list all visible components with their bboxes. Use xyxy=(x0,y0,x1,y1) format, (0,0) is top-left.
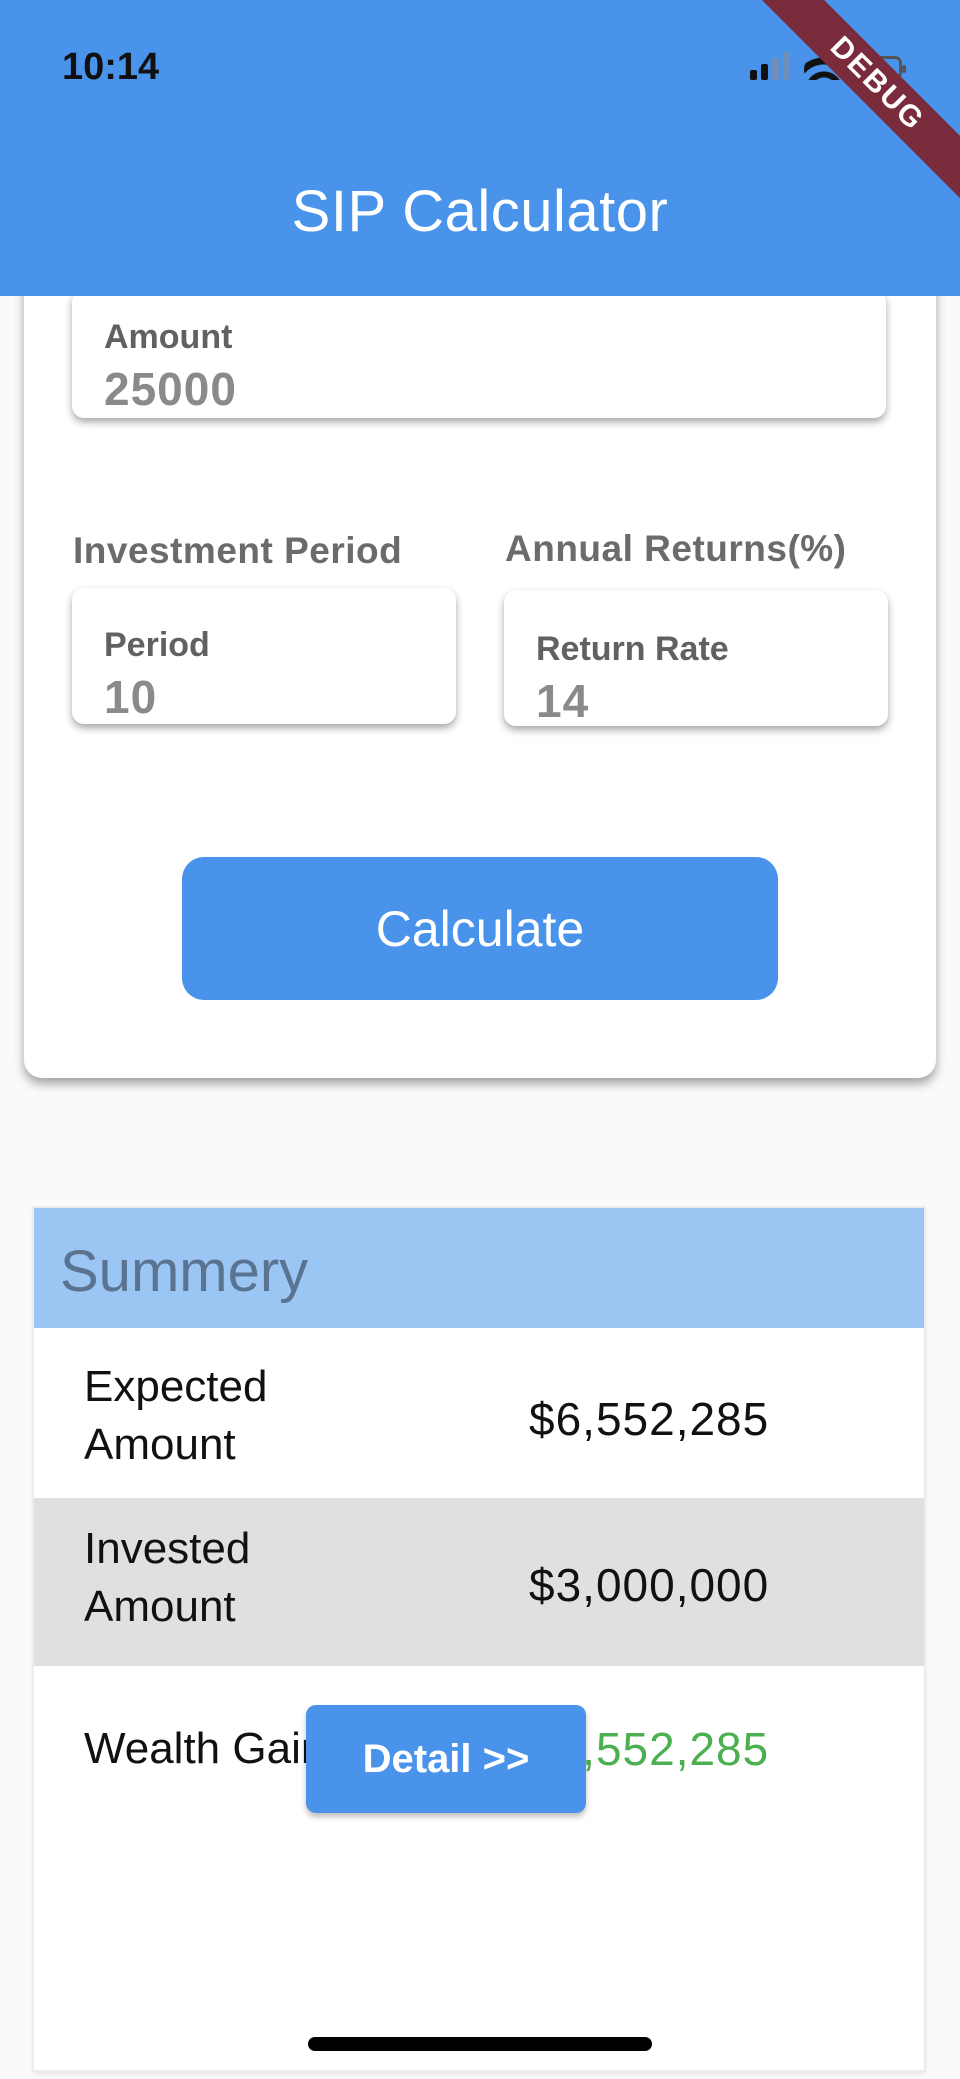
period-value: 10 xyxy=(104,671,158,723)
return-rate-value: 14 xyxy=(536,675,590,727)
amount-field[interactable]: Amount 25000 xyxy=(72,290,886,418)
row-label-line: Amount xyxy=(84,1420,236,1469)
summary-row-expected: Expected Amount $6,552,285 xyxy=(34,1330,924,1498)
row-label-line: Amount xyxy=(84,1582,236,1631)
row-label: Invested Amount xyxy=(84,1520,250,1636)
app-bar: 10:14 SIP Calculator xyxy=(0,0,960,296)
signal-icon xyxy=(750,52,790,80)
home-indicator xyxy=(308,2037,652,2051)
amount-value: 25000 xyxy=(104,363,237,415)
amount-label: Amount xyxy=(104,318,233,356)
row-label-line: Wealth Gain xyxy=(84,1724,326,1773)
summary-card: Summery Expected Amount $6,552,285 Inves… xyxy=(34,1208,924,2070)
invested-amount-value: $3,000,000 xyxy=(529,1559,770,1611)
row-label-line: Invested xyxy=(84,1524,251,1573)
investment-period-label: Investment Period xyxy=(73,530,403,571)
detail-button[interactable]: Detail >> xyxy=(306,1705,586,1813)
page-title: SIP Calculator xyxy=(291,179,669,244)
expected-amount-value: $6,552,285 xyxy=(529,1393,770,1445)
row-label: Expected Amount xyxy=(84,1358,267,1474)
period-field[interactable]: Period 10 xyxy=(72,588,456,724)
row-label: Wealth Gain xyxy=(84,1720,325,1778)
summary-row-invested: Invested Amount $3,000,000 xyxy=(34,1498,924,1666)
input-card: Amount 25000 Investment Period Annual Re… xyxy=(24,240,936,1078)
row-label-line: Expected xyxy=(84,1362,268,1411)
summary-header: Summery xyxy=(34,1208,924,1328)
return-rate-label: Return Rate xyxy=(536,630,729,668)
summary-title: Summery xyxy=(60,1239,309,1304)
status-time: 10:14 xyxy=(62,46,160,88)
return-rate-field[interactable]: Return Rate 14 xyxy=(504,590,888,727)
annual-returns-label: Annual Returns(%) xyxy=(505,528,847,569)
period-label: Period xyxy=(104,626,210,664)
calculate-button[interactable]: Calculate xyxy=(182,857,778,1000)
